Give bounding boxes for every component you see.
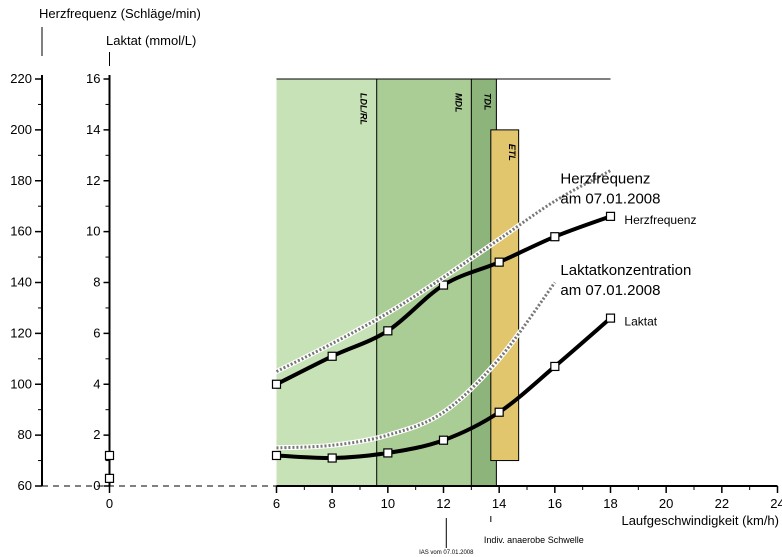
series-annotation-3: am 07.01.2008 bbox=[560, 191, 660, 208]
series-annotation-4: Laktatkonzentration bbox=[560, 262, 691, 279]
lactate-tick-label: 12 bbox=[86, 173, 100, 188]
series-laktat-point bbox=[438, 435, 449, 445]
x-tick-label: 10 bbox=[381, 496, 395, 511]
series-annotation-2: Herzfrequenz bbox=[560, 170, 650, 187]
hr-tick-label: 220 bbox=[10, 71, 32, 86]
x-tick-label: 16 bbox=[548, 496, 562, 511]
series-herzfrequenz-point bbox=[104, 450, 115, 461]
series-layer bbox=[104, 168, 616, 483]
hr-tick-label: 100 bbox=[10, 376, 32, 391]
zone-label-ldl-rl: LDL/RL bbox=[359, 93, 369, 125]
x-tick-label: 24 bbox=[770, 496, 782, 511]
series-annotation-1: Laktat bbox=[624, 315, 657, 329]
series-herzfrequenz-am-07-01-2008-halo bbox=[274, 168, 613, 375]
series-laktat-point bbox=[550, 361, 560, 372]
x-tick-label: 20 bbox=[659, 496, 673, 511]
lactate-tick-label: 10 bbox=[86, 224, 100, 239]
lactate-tick-label: 6 bbox=[93, 325, 100, 340]
x-tick-label: 0 bbox=[106, 496, 113, 511]
etl-label: ETL bbox=[507, 144, 517, 161]
hr-tick-label: 160 bbox=[10, 224, 32, 239]
series-laktat-point bbox=[104, 473, 115, 483]
x-tick-label: 12 bbox=[436, 496, 450, 511]
lactate-tick-label: 4 bbox=[93, 376, 100, 391]
hr-axis-title: Herzfrequenz (Schläge/min) bbox=[39, 6, 201, 21]
x-tick-label: 22 bbox=[715, 496, 729, 511]
lactate-tick-label: 8 bbox=[93, 275, 100, 290]
x-axis-title: Laufgeschwindigkeit (km/h) bbox=[621, 513, 779, 528]
schwelle-marker-label: Indiv. anaerobe Schwelle bbox=[484, 535, 584, 545]
hr-tick-label: 120 bbox=[10, 325, 32, 340]
series-annotation-0: Herzfrequenz bbox=[624, 213, 696, 227]
etl-box bbox=[490, 129, 520, 462]
x-tick-label: 14 bbox=[492, 496, 506, 511]
zone-label-tdl: TDL bbox=[482, 93, 492, 111]
series-herzfrequenz-point bbox=[271, 379, 282, 389]
x-tick-label: 18 bbox=[603, 496, 617, 511]
hr-tick-label: 140 bbox=[10, 275, 32, 290]
labels-layer: Herzfrequenz (Schläge/min) Laktat (mmol/… bbox=[39, 6, 779, 528]
zone-mdl bbox=[376, 79, 472, 486]
series-laktatkonzentration-am-07-01-2008-line bbox=[276, 281, 557, 450]
lactate-tick-label: 16 bbox=[86, 71, 100, 86]
hr-tick-label: 60 bbox=[18, 478, 32, 493]
zone-ldl-rl bbox=[276, 79, 377, 486]
hr-tick-label: 180 bbox=[10, 173, 32, 188]
zones-layer: LDL/RL MDL TDL ETL bbox=[276, 78, 611, 486]
lactate-tick-label: 14 bbox=[86, 122, 100, 137]
series-herzfrequenz-point bbox=[550, 232, 560, 242]
series-herzfrequenz-point bbox=[438, 280, 449, 290]
ias-marker-label: IAS vom 07.01.2008 bbox=[419, 550, 474, 556]
series-laktat-point bbox=[271, 450, 282, 461]
series-laktat-point bbox=[605, 313, 616, 323]
series-laktat-point bbox=[383, 448, 393, 458]
x-tick-label: 6 bbox=[273, 496, 280, 511]
hr-tick-label: 200 bbox=[10, 122, 32, 137]
series-annotation-5: am 07.01.2008 bbox=[560, 282, 660, 299]
series-laktat-point bbox=[494, 407, 504, 417]
lactate-tick-label: 2 bbox=[93, 427, 100, 442]
x-tick-label: 8 bbox=[329, 496, 336, 511]
hr-tick-label: 80 bbox=[18, 427, 32, 442]
zone-label-mdl: MDL bbox=[453, 93, 463, 113]
series-laktat-point bbox=[327, 453, 337, 463]
series-herzfrequenz-point bbox=[383, 326, 393, 336]
series-herzfrequenz-point bbox=[327, 351, 337, 361]
lactate-axis-title: Laktat (mmol/L) bbox=[106, 33, 196, 48]
markers-layer: IAS vom 07.01.2008 Indiv. anaerobe Schwel… bbox=[419, 516, 584, 556]
series-herzfrequenz-point bbox=[494, 257, 504, 267]
series-herzfrequenz-point bbox=[605, 211, 616, 221]
lactate-tick-label: 0 bbox=[93, 478, 100, 493]
